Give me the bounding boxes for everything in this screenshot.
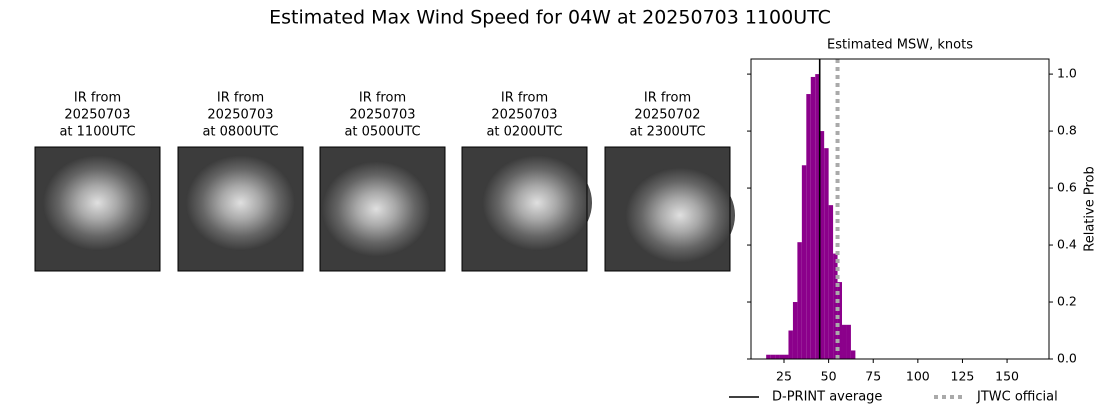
ir-image-frame (604, 146, 731, 272)
ir-image-cloud (321, 161, 432, 257)
x-tick-label: 150 (995, 369, 1019, 384)
panel-caption: at 0200UTC (486, 125, 562, 140)
panel-caption: IR from (501, 91, 548, 106)
y-tick-label: 0.2 (1057, 294, 1077, 309)
panel-caption: 20250703 (207, 108, 273, 123)
panel-caption: at 1100UTC (59, 125, 135, 140)
ir-image-frame (34, 146, 161, 272)
ir-image-frame (177, 146, 304, 272)
histogram-bar (784, 354, 789, 359)
y-tick-label: 1.0 (1057, 66, 1077, 81)
histogram-bar (833, 253, 838, 359)
x-tick-label: 100 (906, 369, 930, 384)
plot-frame (750, 58, 1050, 360)
y-tick-label: 0.4 (1057, 237, 1077, 252)
histogram-bar (815, 74, 820, 359)
y-axis-label: Relative Prob (1083, 166, 1098, 251)
panel-caption: IR from (74, 91, 121, 106)
panel-caption: 20250703 (64, 108, 130, 123)
histogram-bar (828, 205, 834, 359)
histogram-bar (850, 350, 856, 359)
panel-caption: 20250702 (634, 108, 700, 123)
histogram-bar (837, 282, 843, 359)
histogram-bar (779, 354, 785, 359)
ir-image-frame (461, 146, 588, 272)
x-tick-label: 50 (821, 369, 837, 384)
panel-caption: IR from (217, 91, 264, 106)
panel-caption: at 0800UTC (202, 125, 278, 140)
x-tick-label: 125 (951, 369, 975, 384)
panel-caption: 20250703 (349, 108, 415, 123)
histogram-bar (792, 302, 798, 359)
histogram-bar (775, 354, 780, 359)
histogram-bar (766, 354, 771, 359)
histogram-bar (806, 94, 811, 360)
y-tick-label: 0.6 (1057, 180, 1077, 195)
histogram-bar (788, 330, 793, 359)
y-tick-label: 0.0 (1057, 351, 1077, 366)
ir-image-cloud (625, 167, 735, 264)
ir-image-cloud (482, 154, 592, 251)
ir-image-cloud (42, 154, 153, 251)
ir-image-frame (319, 146, 446, 272)
histogram-bar (770, 354, 776, 359)
x-tick-label: 25 (776, 369, 792, 384)
legend-label: JTWC official (976, 390, 1058, 405)
ir-image-cloud (185, 154, 296, 251)
panel-caption: 20250703 (491, 108, 557, 123)
histogram-bar (810, 76, 816, 359)
histogram-bar (842, 324, 847, 359)
panel-caption: IR from (359, 91, 406, 106)
panel-caption: at 0500UTC (344, 125, 420, 140)
panel-caption: IR from (644, 91, 691, 106)
x-tick-label: 75 (865, 369, 881, 384)
histogram-bar (801, 165, 807, 359)
histogram-bar (797, 242, 802, 359)
panel-caption: at 2300UTC (629, 125, 705, 140)
histogram-bar (824, 148, 829, 359)
histogram-bar (819, 131, 825, 359)
y-tick-label: 0.8 (1057, 123, 1077, 138)
histogram-bar (846, 324, 851, 359)
legend-label: D-PRINT average (772, 390, 882, 405)
chart-title: Estimated MSW, knots (827, 38, 973, 53)
figure-title: Estimated Max Wind Speed for 04W at 2025… (269, 7, 831, 29)
